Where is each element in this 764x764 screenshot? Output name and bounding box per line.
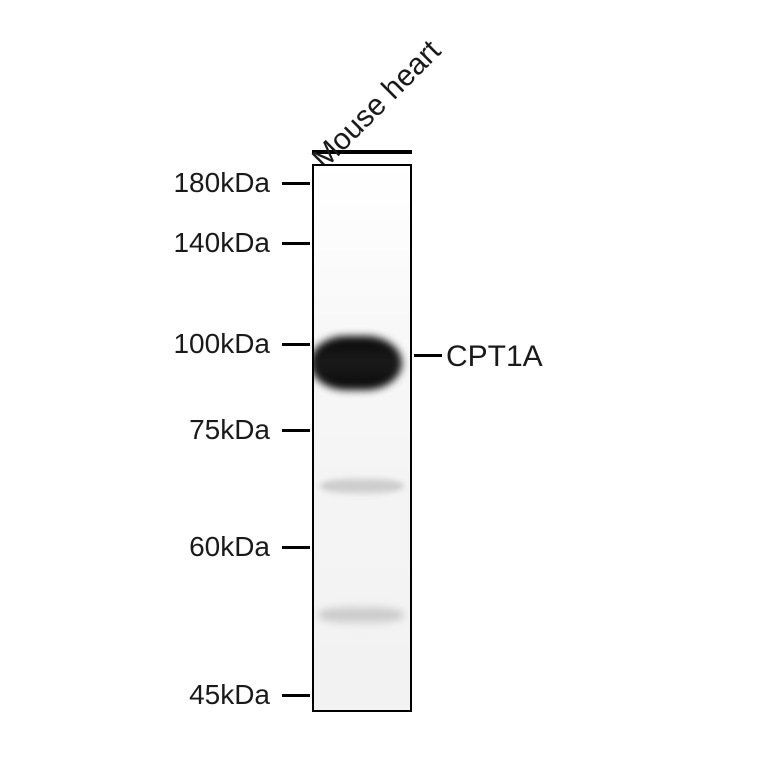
band-annotation-tick	[414, 354, 442, 357]
mw-marker-tick	[282, 343, 310, 346]
mw-marker-tick	[282, 546, 310, 549]
mw-marker-label: 180kDa	[140, 167, 270, 199]
blot-band	[320, 478, 404, 494]
blot-band	[314, 336, 402, 390]
mw-marker-tick	[282, 429, 310, 432]
mw-marker-tick	[282, 182, 310, 185]
mw-marker-label: 60kDa	[140, 531, 270, 563]
blot-band	[318, 606, 404, 624]
mw-marker-tick	[282, 242, 310, 245]
band-annotation-label: CPT1A	[446, 340, 543, 374]
mw-marker-label: 45kDa	[140, 679, 270, 711]
mw-marker-label: 140kDa	[140, 227, 270, 259]
western-blot-figure: Mouse heart 180kDa 140kDa 100kDa 75kDa 60kDa…	[0, 0, 764, 764]
mw-marker-label: 75kDa	[140, 414, 270, 446]
sample-label: Mouse heart	[306, 34, 448, 176]
mw-marker-tick	[282, 694, 310, 697]
lane-fill	[314, 166, 410, 710]
mw-marker-label: 100kDa	[140, 328, 270, 360]
